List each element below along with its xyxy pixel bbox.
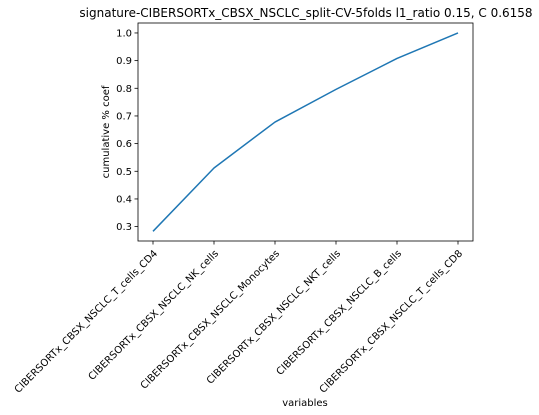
x-tick-label: CIBERSORTx_CBSX_NSCLC_Monocytes xyxy=(139,248,282,391)
plot-area: 0.3 0.4 0.5 0.6 0.7 0.8 0.9 1.0 CIBERSORTx_CBSX_… xyxy=(13,22,474,396)
y-tick-label: 1.0 xyxy=(116,28,132,39)
x-axis-label: variables xyxy=(282,398,328,409)
series-line xyxy=(152,32,459,232)
x-tick-label: CIBERSORTx_CBSX_NSCLC_B_cells xyxy=(275,248,404,377)
y-tick-label: 0.4 xyxy=(116,194,132,205)
y-tick-label: 0.3 xyxy=(116,222,132,233)
plot-frame xyxy=(137,22,474,242)
y-tick-label: 0.6 xyxy=(116,139,132,150)
y-tick-label: 0.7 xyxy=(116,111,132,122)
chart-title: signature-CIBERSORTx_CBSX_NSCLC_split-CV… xyxy=(79,6,532,20)
y-axis-label: cumulative % coef xyxy=(101,85,112,178)
x-tick-label: CIBERSORTx_CBSX_NSCLC_NKT_cells xyxy=(205,248,343,386)
y-tick-label: 0.5 xyxy=(116,167,132,178)
x-tick-label: CIBERSORTx_CBSX_NSCLC_T_cells_CD8 xyxy=(318,248,465,395)
y-tick-label: 0.8 xyxy=(116,84,132,95)
x-tick-label: CIBERSORTx_CBSX_NSCLC_T_cells_CD4 xyxy=(13,248,160,395)
y-tick-label: 0.9 xyxy=(116,56,132,67)
x-tick-label: CIBERSORTx_CBSX_NSCLC_NK_cells xyxy=(87,248,222,383)
